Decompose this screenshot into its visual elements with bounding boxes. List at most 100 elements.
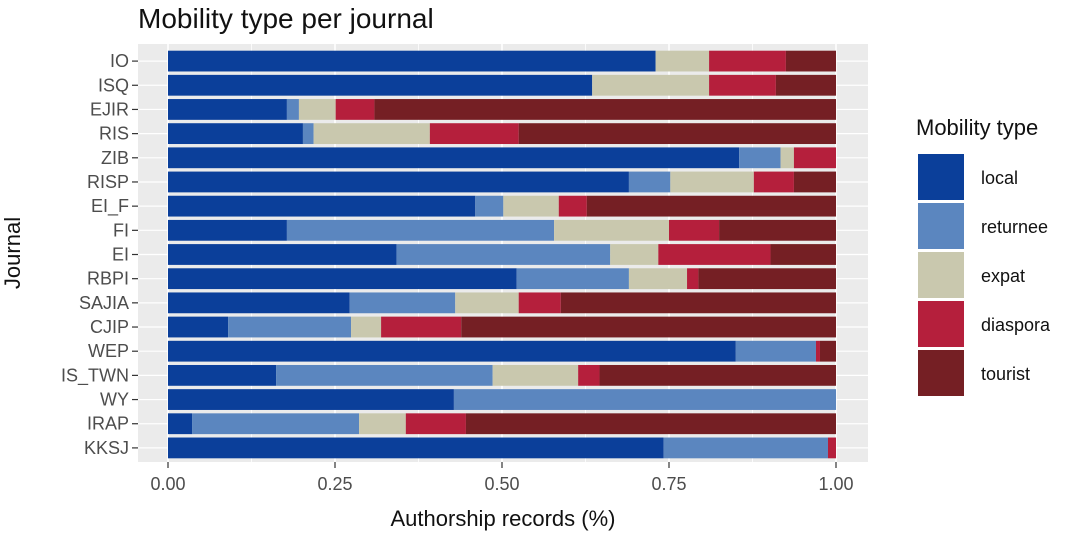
bar-ris-local xyxy=(168,123,303,145)
legend-label-tourist: tourist xyxy=(981,364,1030,384)
bar-io-diaspora xyxy=(709,50,786,72)
bar-rbpi-diaspora xyxy=(687,268,699,290)
bar-ei-f-returnee xyxy=(475,195,504,217)
bar-ejir-local xyxy=(168,99,287,120)
bar-risp-returnee xyxy=(628,171,671,193)
x-axis-title: Authorship records (%) xyxy=(391,506,616,531)
bar-wep-local xyxy=(168,340,736,362)
bar-fi-local xyxy=(168,219,287,241)
legend-key-diaspora xyxy=(918,301,964,347)
y-tick-label: FI xyxy=(113,220,129,240)
bar-ei-tourist xyxy=(770,244,836,265)
y-tick-label: SAJIA xyxy=(79,293,129,313)
legend-key-local xyxy=(918,154,964,200)
x-tick-label: 0.00 xyxy=(150,474,185,494)
bar-rbpi-local xyxy=(168,268,517,290)
y-tick-label: WEP xyxy=(88,341,129,361)
bar-ejir-diaspora xyxy=(335,99,375,120)
legend-label-diaspora: diaspora xyxy=(981,315,1051,335)
bar-wep-diaspora xyxy=(815,340,820,362)
bar-cjip-expat xyxy=(351,316,382,338)
bar-risp-diaspora xyxy=(753,171,794,193)
chart-title: Mobility type per journal xyxy=(138,3,434,34)
bar-io-expat xyxy=(655,50,710,72)
bar-isq-expat xyxy=(592,74,710,96)
legend-title: Mobility type xyxy=(916,115,1038,140)
bar-kksj-diaspora xyxy=(827,437,836,459)
y-tick-label: KKSJ xyxy=(84,438,129,458)
bar-zib-diaspora xyxy=(793,147,836,169)
bar-is-twn-expat xyxy=(492,364,579,386)
bar-fi-expat xyxy=(554,219,669,241)
bar-io-tourist xyxy=(785,50,836,72)
bar-rbpi-expat xyxy=(628,268,688,290)
bar-ejir-expat xyxy=(298,99,336,120)
y-tick-label: RISP xyxy=(87,172,129,192)
bar-sajia-expat xyxy=(455,292,519,314)
bar-ei-f-tourist xyxy=(586,195,836,217)
bar-wep-returnee xyxy=(735,340,816,362)
bar-ris-tourist xyxy=(518,123,836,145)
bar-sajia-local xyxy=(168,292,350,314)
y-tick-label: IS_TWN xyxy=(61,365,129,386)
bar-is-twn-local xyxy=(168,364,277,386)
bar-ris-returnee xyxy=(302,123,314,145)
bar-wy-local xyxy=(168,389,454,410)
legend-key-tourist xyxy=(918,350,964,396)
bar-irap-expat xyxy=(359,413,406,435)
bar-ejir-tourist xyxy=(374,99,836,120)
bar-kksj-local xyxy=(168,437,664,459)
bar-isq-local xyxy=(168,74,593,96)
bar-ei-returnee xyxy=(396,244,611,265)
x-tick-label: 0.75 xyxy=(651,474,686,494)
bar-ei-f-local xyxy=(168,195,476,217)
bar-risp-local xyxy=(168,171,629,193)
y-axis-title: Journal xyxy=(0,217,25,289)
y-axis: IO ISQ EJIR RIS ZIB RISP EI_F FI EI RBPI SAJIA CJIP… xyxy=(61,51,138,458)
bar-irap-diaspora xyxy=(405,413,466,435)
bar-zib-returnee xyxy=(739,147,781,169)
bar-ei-f-diaspora xyxy=(558,195,587,217)
bar-isq-tourist xyxy=(775,74,836,96)
legend: Mobility type local returnee expat diaspora… xyxy=(916,115,1051,396)
bar-rbpi-returnee xyxy=(516,268,629,290)
bar-ris-expat xyxy=(313,123,430,145)
y-tick-label: ZIB xyxy=(101,148,129,168)
bar-ris-diaspora xyxy=(429,123,519,145)
bar-cjip-local xyxy=(168,316,229,338)
y-tick-label: RBPI xyxy=(87,269,129,289)
y-tick-label: EI xyxy=(112,245,129,265)
x-tick-label: 0.50 xyxy=(484,474,519,494)
bar-ejir-returnee xyxy=(286,99,299,120)
legend-label-expat: expat xyxy=(981,266,1025,286)
bar-ei-f-expat xyxy=(503,195,559,217)
bar-irap-returnee xyxy=(192,413,360,435)
bar-ei-local xyxy=(168,244,397,265)
bar-sajia-tourist xyxy=(560,292,836,314)
y-tick-label: WY xyxy=(100,390,129,410)
y-tick-label: EJIR xyxy=(90,99,129,119)
x-tick-label: 1.00 xyxy=(818,474,853,494)
bar-sajia-diaspora xyxy=(518,292,561,314)
bar-is-twn-diaspora xyxy=(578,364,600,386)
y-tick-label: RIS xyxy=(99,124,129,144)
y-tick-label: ISQ xyxy=(98,75,129,95)
bar-is-twn-tourist xyxy=(599,364,836,386)
y-tick-label: IRAP xyxy=(87,414,129,434)
bar-io-local xyxy=(168,50,656,72)
bar-isq-diaspora xyxy=(709,74,776,96)
bar-ei-expat xyxy=(610,244,659,265)
bar-fi-tourist xyxy=(719,219,836,241)
bar-irap-local xyxy=(168,413,193,435)
y-tick-label: EI_F xyxy=(91,196,129,217)
legend-label-local: local xyxy=(981,168,1018,188)
bar-rbpi-tourist xyxy=(698,268,836,290)
bar-irap-tourist xyxy=(465,413,836,435)
bar-kksj-returnee xyxy=(663,437,828,459)
bars xyxy=(168,50,836,459)
bar-ei-diaspora xyxy=(658,244,771,265)
y-tick-label: IO xyxy=(110,51,129,71)
bar-fi-diaspora xyxy=(669,219,720,241)
legend-key-expat xyxy=(918,252,964,298)
